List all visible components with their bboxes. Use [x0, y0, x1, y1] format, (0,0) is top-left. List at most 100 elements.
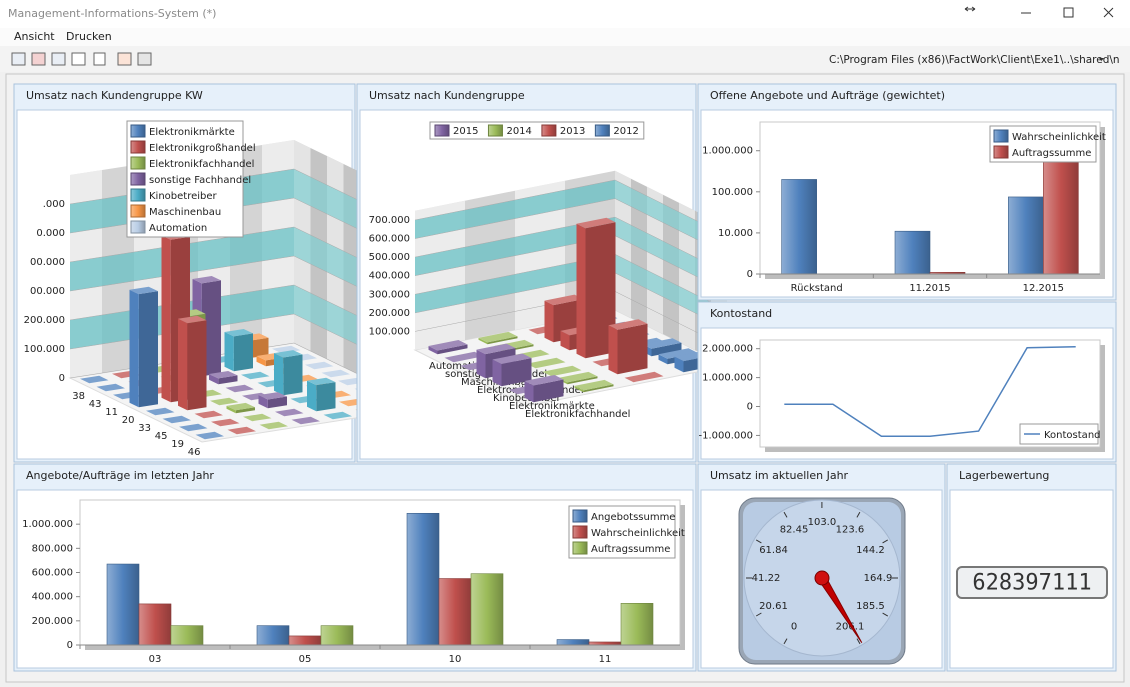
bar-top — [195, 431, 224, 440]
bar — [307, 377, 336, 412]
y-tick-label: 1.000.000 — [702, 373, 753, 384]
bar-top — [211, 418, 240, 427]
menu-item[interactable]: Ansicht — [14, 30, 55, 43]
maximize[interactable] — [1063, 7, 1074, 18]
legend-label: 2012 — [613, 126, 638, 137]
bar — [406, 512, 440, 646]
tool-button[interactable] — [31, 52, 46, 66]
x-tick-label: 38 — [72, 391, 85, 402]
bar — [576, 217, 616, 359]
y-tick-label: 0 — [747, 402, 753, 413]
bar-side — [161, 235, 171, 403]
bar-top — [492, 353, 532, 364]
wall-band — [415, 254, 615, 313]
legend-label: Elektronikmärkte — [149, 127, 235, 138]
bar — [225, 384, 254, 393]
window-controls[interactable] — [964, 6, 1114, 18]
y-tick-label: 800.000 — [32, 543, 73, 554]
y-tick-label: 1.000.000 — [702, 146, 753, 157]
wall-band — [415, 180, 615, 239]
bar-top — [194, 410, 223, 419]
bar — [526, 357, 566, 369]
bar-top — [258, 392, 287, 400]
y-tick-label: 0 — [747, 269, 753, 280]
wall-stripe — [679, 202, 695, 350]
bar — [524, 375, 564, 403]
legend-label: 2013 — [560, 126, 585, 137]
bar-front — [187, 320, 207, 411]
bar — [210, 397, 239, 406]
gauge-label: 206.1 — [836, 621, 865, 632]
legend-label: 2014 — [506, 126, 531, 137]
tool-button[interactable] — [51, 52, 66, 66]
wall-stripe — [647, 186, 663, 334]
panel-title: Lagerbewertung — [959, 469, 1049, 482]
path-combo[interactable]: C:\Program Files (x86)\FactWork\Client\E… — [829, 54, 1120, 66]
x-tick-label: Automation — [429, 361, 487, 372]
bar-side — [476, 349, 486, 379]
bar-top — [576, 217, 616, 229]
gauge-label: 103.0 — [808, 517, 837, 528]
bar — [291, 416, 320, 425]
legend-label: Kontostand — [1044, 430, 1101, 441]
x-tick-label: 11 — [599, 654, 612, 665]
y-tick-label: 200.000 — [32, 616, 73, 627]
legend-swatch — [130, 172, 146, 186]
gauge-tick — [882, 612, 889, 617]
legend-swatch — [130, 156, 146, 170]
tool-button[interactable] — [137, 52, 152, 66]
bar — [470, 573, 504, 646]
bar — [492, 353, 532, 387]
grid-line — [414, 216, 728, 274]
resize-icon — [964, 6, 976, 12]
y-tick-label: .000 — [43, 199, 65, 210]
close[interactable] — [1103, 7, 1114, 18]
bar-front — [218, 375, 238, 385]
x-tick-label: 20 — [122, 415, 135, 426]
bar — [211, 418, 240, 427]
bar — [574, 379, 614, 393]
tool-button[interactable] — [93, 52, 106, 66]
x-tick-label: Elektronikfachhandel — [525, 409, 630, 420]
bar-front — [437, 344, 468, 355]
bar — [428, 340, 468, 355]
bar — [274, 350, 303, 396]
bar-side — [544, 300, 554, 343]
bar-side — [658, 354, 668, 365]
bar-front — [201, 280, 221, 377]
x-tick-label: Rückstand — [791, 283, 843, 294]
gauge-label: 82.45 — [780, 524, 809, 535]
tool-button[interactable] — [117, 52, 132, 66]
bar — [288, 635, 322, 646]
legend-swatch — [434, 124, 450, 137]
x-tick-label: 12.2015 — [1023, 283, 1064, 294]
tool-button[interactable] — [71, 52, 86, 66]
panel-title: Offene Angebote und Aufträge (gewichtet) — [710, 89, 945, 102]
menu-item[interactable]: Drucken — [66, 30, 112, 43]
bar — [444, 351, 484, 363]
legend-swatch — [130, 204, 146, 218]
bar-front — [533, 379, 564, 403]
y-tick-label: 700.000 — [369, 215, 410, 226]
legend-label: Angebotssumme — [591, 512, 675, 523]
line — [784, 345, 1076, 438]
combo-arrow[interactable] — [1099, 58, 1104, 61]
bar-side — [428, 346, 438, 355]
bar-top — [259, 421, 288, 430]
bar-top — [146, 407, 175, 416]
bar — [438, 578, 472, 646]
bar — [138, 603, 172, 646]
bar — [556, 639, 590, 646]
panel-title: Kontostand — [710, 307, 772, 320]
bar — [542, 365, 582, 377]
bar-top — [658, 348, 698, 359]
bar-side — [574, 385, 584, 393]
bar — [894, 230, 931, 275]
legend-label: Kinobetreiber — [149, 191, 218, 202]
y-tick-label: 600.000 — [369, 234, 410, 245]
y-tick-label: 100.000 — [24, 344, 65, 355]
y-tick-label: 400.000 — [32, 592, 73, 603]
y-tick-label: 10.000 — [718, 228, 753, 239]
bar-top — [179, 423, 208, 432]
tool-button[interactable] — [11, 52, 26, 66]
